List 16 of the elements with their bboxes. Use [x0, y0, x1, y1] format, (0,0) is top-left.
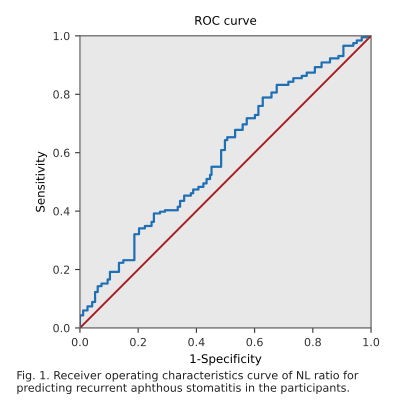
y-tick-label: 0.4	[53, 207, 70, 216]
x-tick-label: 0.0	[72, 338, 88, 346]
y-tick-label: 1.0	[54, 32, 70, 40]
x-tick-label: 0.2	[130, 338, 146, 346]
y-tick-label: 0.6	[53, 148, 70, 158]
chart-title: ROC curve	[195, 16, 256, 25]
x-tick-label: 0.4	[188, 338, 205, 346]
y-axis-title: Sensitivity	[36, 152, 47, 212]
y-tick-label: 0.0	[53, 324, 70, 332]
y-tick-label: 0.8	[53, 90, 70, 99]
x-tick-label: 0.8	[304, 338, 321, 346]
x-tick-label: 0.6	[246, 338, 263, 346]
caption: Fig. 1. Receiver operating characteristics curve of NL ratio for predicting recurrent aphthous stomatitis in the participants.	[17, 370, 358, 394]
y-tick-label: 0.2	[53, 266, 70, 274]
x-axis-title: 1-Specificity	[190, 354, 262, 366]
x-tick-label: 1.0	[363, 338, 380, 346]
